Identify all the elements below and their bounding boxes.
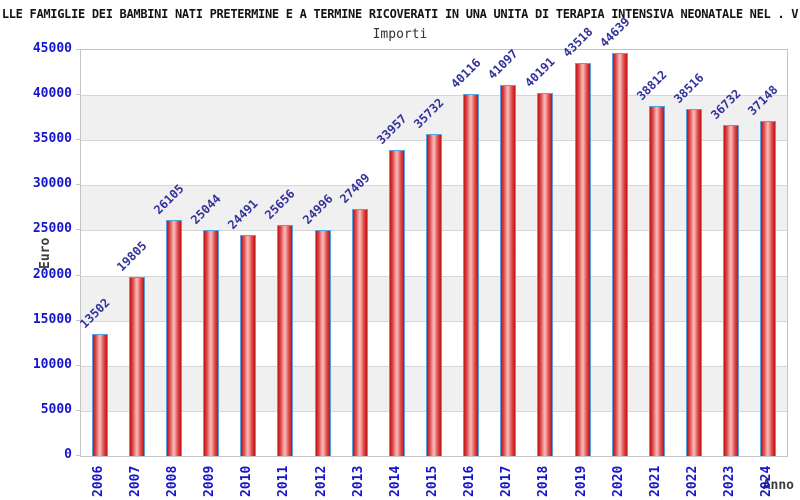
x-tick-label: 2016 (462, 465, 478, 497)
y-tick-mark (76, 455, 80, 456)
x-tick-label: 2010 (239, 465, 255, 497)
x-tick-label: 2018 (536, 465, 552, 497)
y-tick-label: 30000 (32, 176, 72, 192)
y-tick-mark (76, 184, 80, 186)
bar (165, 220, 182, 456)
chart-title: LLE FAMIGLIE DEI BAMBINI NATI PRETERMINE… (1, 7, 799, 21)
x-tick-label: 2013 (350, 465, 366, 497)
bar (500, 85, 517, 456)
y-tick-label: 15000 (32, 311, 72, 327)
bar (277, 224, 294, 456)
bar (686, 108, 703, 456)
bar (537, 93, 554, 456)
x-tick-label: 2008 (164, 465, 180, 497)
plot-area: 13502 19805 26105 25044 24491 25656 24996 27409… (77, 15, 788, 457)
x-tick-label: 2024 (759, 465, 775, 497)
plot-background-band (81, 95, 787, 141)
y-tick-label: 25000 (32, 221, 72, 237)
bar (574, 63, 591, 456)
bar (240, 235, 257, 456)
bar (388, 149, 405, 456)
y-tick-label: 35000 (32, 131, 72, 147)
y-tick-label: 45000 (32, 41, 72, 56)
bar (723, 124, 740, 456)
bar (314, 230, 331, 456)
chart-subtitle: Importi (372, 27, 428, 42)
x-tick-label: 2006 (90, 465, 106, 497)
x-tick-label: 2019 (573, 465, 589, 497)
bar (351, 208, 368, 456)
x-tick-label: 2022 (685, 465, 701, 497)
bar (91, 334, 108, 456)
x-tick-label: 2023 (722, 465, 738, 497)
x-tick-label: 2007 (127, 465, 143, 497)
x-tick-label: 2020 (610, 465, 626, 497)
y-tick-label: 40000 (32, 86, 72, 102)
bar (128, 277, 145, 456)
x-axis-title: Anno (762, 478, 794, 493)
y-tick-mark (76, 409, 80, 411)
gridline (81, 95, 787, 97)
y-tick-mark (76, 139, 80, 141)
bar (611, 53, 628, 456)
y-tick-mark (76, 94, 80, 96)
x-tick-label: 2015 (425, 465, 440, 497)
y-tick-mark (76, 274, 80, 276)
bar (648, 105, 665, 456)
y-tick-mark (76, 49, 80, 50)
x-tick-label: 2012 (313, 465, 329, 497)
bar (463, 94, 480, 456)
bar (760, 120, 777, 456)
y-tick-mark (76, 364, 80, 366)
y-tick-label: 20000 (32, 266, 72, 282)
y-tick-mark (76, 319, 80, 321)
x-tick-label: 2009 (202, 465, 218, 497)
y-tick-label: 10000 (32, 356, 72, 372)
x-tick-label: 2011 (276, 465, 292, 497)
bar (426, 133, 442, 456)
bar (203, 230, 220, 456)
x-tick-label: 2017 (499, 465, 515, 497)
y-tick-label: 0 (64, 447, 72, 462)
y-tick-mark (76, 229, 80, 231)
x-tick-label: 2014 (387, 465, 403, 497)
x-tick-label: 2021 (647, 465, 663, 497)
plot-background-band (81, 50, 787, 96)
y-tick-label: 5000 (40, 401, 72, 417)
